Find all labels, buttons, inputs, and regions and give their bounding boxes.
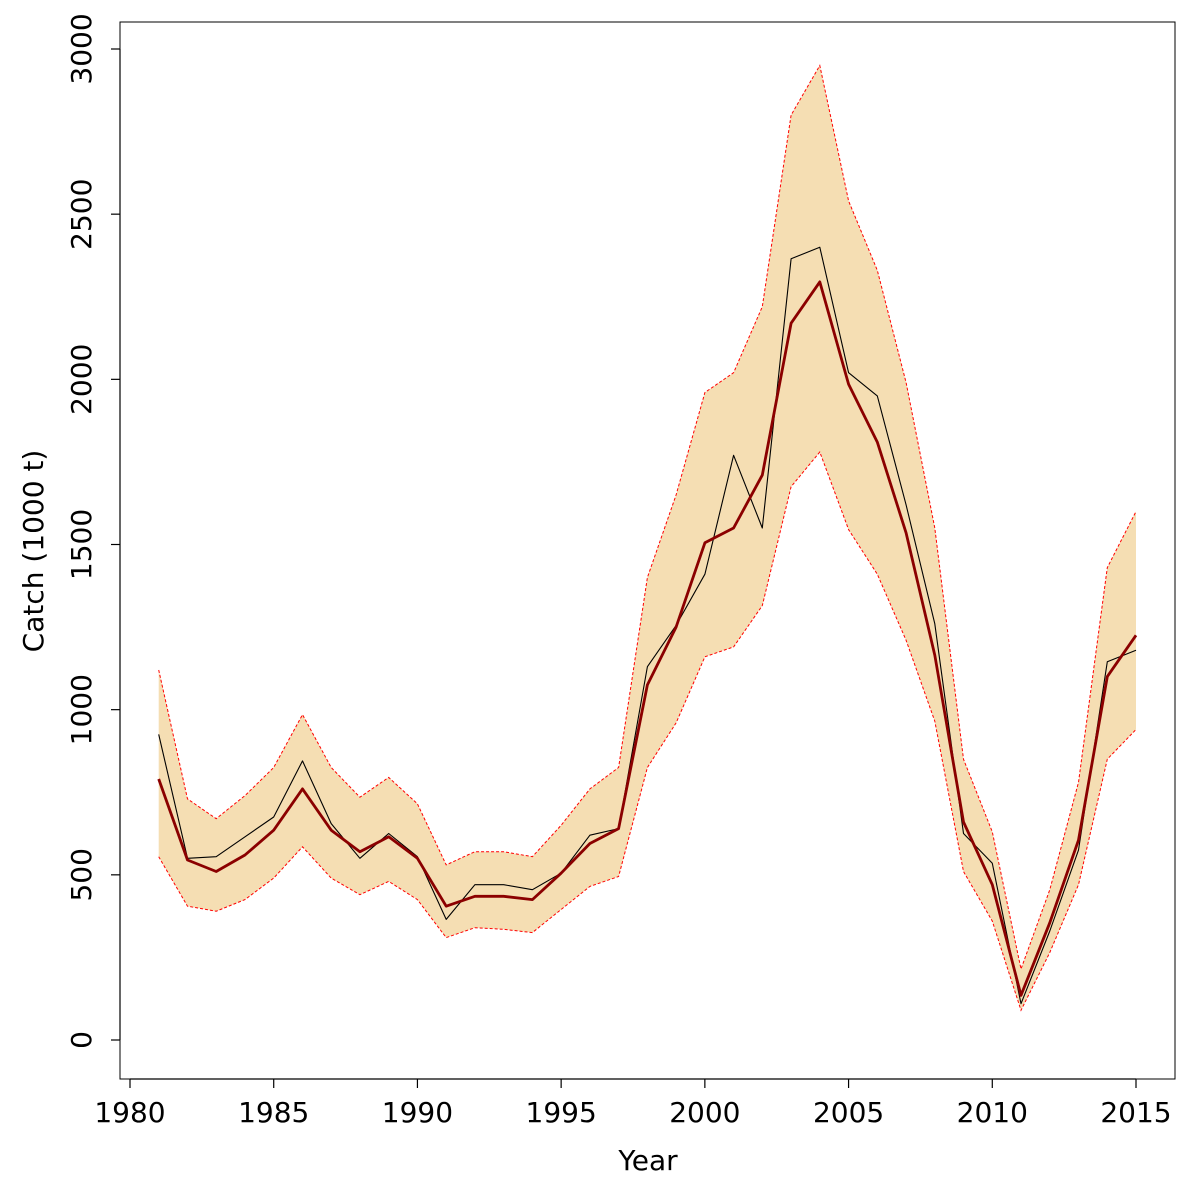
confidence-band-area (158, 65, 1136, 1011)
x-tick-label: 1985 (238, 1096, 309, 1129)
series-line-estimate (157, 280, 1138, 997)
x-tick-label: 1995 (526, 1096, 597, 1129)
series-lines (157, 246, 1138, 1005)
y-tick-label: 2500 (65, 179, 98, 250)
x-tick-label: 2005 (813, 1096, 884, 1129)
x-tick-label: 2010 (957, 1096, 1028, 1129)
x-tick-label: 1980 (94, 1096, 165, 1129)
plot-frame (119, 21, 1176, 1080)
x-tick-label: 2000 (669, 1096, 740, 1129)
y-axis: 0 500 1000 1500 2000 2500 3000 (65, 13, 121, 1049)
x-tick-label: 2015 (1100, 1096, 1171, 1129)
x-tick-label: 1990 (382, 1096, 453, 1129)
y-tick-label: 3000 (65, 13, 98, 84)
y-tick-label: 2000 (65, 344, 98, 415)
y-tick-label: 1000 (65, 674, 98, 745)
confidence-band-upper-edge (158, 64, 1137, 971)
y-tick-label: 0 (65, 1031, 98, 1049)
y-tick-label: 500 (65, 848, 98, 901)
y-tick-label: 1500 (65, 509, 98, 580)
y-axis-title: Catch (1000 t) (17, 450, 50, 653)
x-axis: 1980 1985 1990 1995 2000 2005 2010 2015 (94, 1078, 1172, 1129)
x-axis-title: Year (617, 1144, 678, 1177)
